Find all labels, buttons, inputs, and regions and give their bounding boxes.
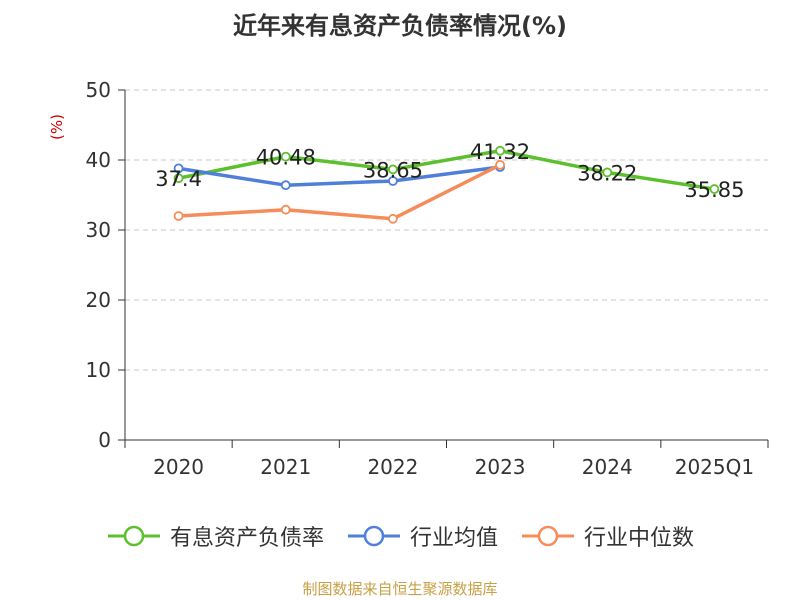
series-line [178, 165, 501, 187]
data-point [388, 176, 398, 186]
legend-swatch [107, 525, 160, 547]
y-tick-label: 0 [98, 428, 111, 452]
axis-layer: 0 10 20 30 40 50 2020 2021 2022 2023 2024 2025Q1 [86, 78, 769, 479]
data-label-layer: 37.4 40.48 38.65 41.32 38.22 35.85 [155, 140, 744, 202]
legend-label: 有息资产负债率 [169, 526, 324, 551]
series-line [178, 149, 715, 191]
data-point [709, 184, 720, 194]
legend-marker [363, 525, 385, 547]
legend-swatch [522, 525, 574, 547]
data-label: 38.22 [577, 161, 637, 185]
x-tick-label: 2023 [475, 455, 526, 479]
legend-label: 行业中位数 [584, 526, 695, 551]
legend: 有息资产负债率 行业均值 行业中位数 [0, 516, 800, 556]
x-tick-label: 2021 [260, 455, 311, 479]
grid-layer [125, 89, 768, 371]
legend-marker [537, 525, 559, 547]
data-point [388, 164, 398, 175]
y-tick-label: 40 [86, 148, 111, 172]
legend-item: 行业中位数 [520, 520, 694, 552]
x-tick-label: 2020 [153, 455, 204, 479]
data-point [495, 145, 505, 156]
legend-marker [123, 525, 145, 547]
data-point [173, 163, 184, 174]
legend-swatch [347, 525, 400, 547]
y-tick-label: 50 [86, 78, 111, 102]
chart-title: 近年来有息资产负债率情况(%) [233, 12, 567, 40]
data-label: 40.48 [256, 146, 316, 170]
y-axis-unit-label: (%) [48, 114, 66, 140]
data-point [602, 167, 613, 178]
series-layer [173, 145, 720, 224]
data-point [173, 211, 184, 221]
y-tick-label: 10 [86, 358, 111, 382]
x-tick-label: 2024 [582, 455, 633, 479]
x-tick-label: 2025Q1 [675, 455, 754, 479]
source-note: 制图数据来自恒生聚源数据库 [302, 580, 498, 598]
y-tick-label: 20 [86, 288, 111, 312]
legend-label: 行业均值 [409, 526, 498, 551]
y-tick-label: 30 [86, 218, 111, 242]
data-point [280, 151, 291, 162]
legend-item: 行业均值 [346, 520, 498, 552]
data-point [495, 159, 505, 170]
data-label: 37.4 [155, 167, 202, 191]
data-label: 38.65 [363, 158, 423, 182]
legend-item: 有息资产负债率 [106, 520, 324, 552]
data-point [280, 204, 291, 215]
data-label: 41.32 [470, 140, 530, 164]
data-point [173, 173, 184, 184]
series-line [178, 163, 501, 221]
data-point [280, 180, 291, 191]
data-point [388, 213, 398, 224]
data-label: 35.85 [684, 178, 744, 202]
x-tick-label: 2022 [367, 455, 418, 479]
